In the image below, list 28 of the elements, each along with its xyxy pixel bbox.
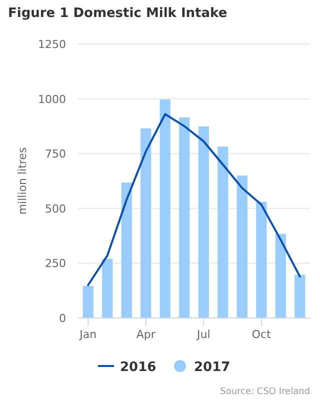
bar (121, 182, 132, 318)
bar (275, 234, 286, 318)
y-tick-label: 0 (59, 312, 66, 325)
y-tick-label: 250 (45, 257, 66, 270)
bar (256, 202, 267, 318)
x-tick-label: Jul (196, 328, 210, 341)
bar (218, 146, 228, 318)
y-tick-label: 500 (45, 202, 66, 216)
y-axis-title: million litres (16, 147, 29, 215)
line-series (87, 113, 301, 286)
bar (82, 286, 94, 318)
bar (198, 126, 209, 318)
x-tick-label: Oct (252, 328, 272, 341)
x-tick-label: Jan (78, 328, 97, 341)
bar (294, 274, 306, 318)
bar (140, 128, 152, 318)
chart-title: Figure 1 Domestic Milk Intake (8, 6, 228, 21)
y-tick-label: 750 (45, 148, 66, 161)
legend-label: 2017 (194, 360, 230, 375)
bar (160, 99, 170, 318)
y-tick-label: 1250 (38, 38, 66, 51)
bar (236, 176, 248, 318)
legend-label: 2016 (120, 360, 156, 375)
bar (179, 117, 190, 318)
bar (102, 258, 113, 318)
x-tick-label: Apr (136, 328, 156, 341)
source-note: Source: CSO Ireland (220, 387, 310, 397)
y-tick-label: 1000 (38, 92, 66, 106)
